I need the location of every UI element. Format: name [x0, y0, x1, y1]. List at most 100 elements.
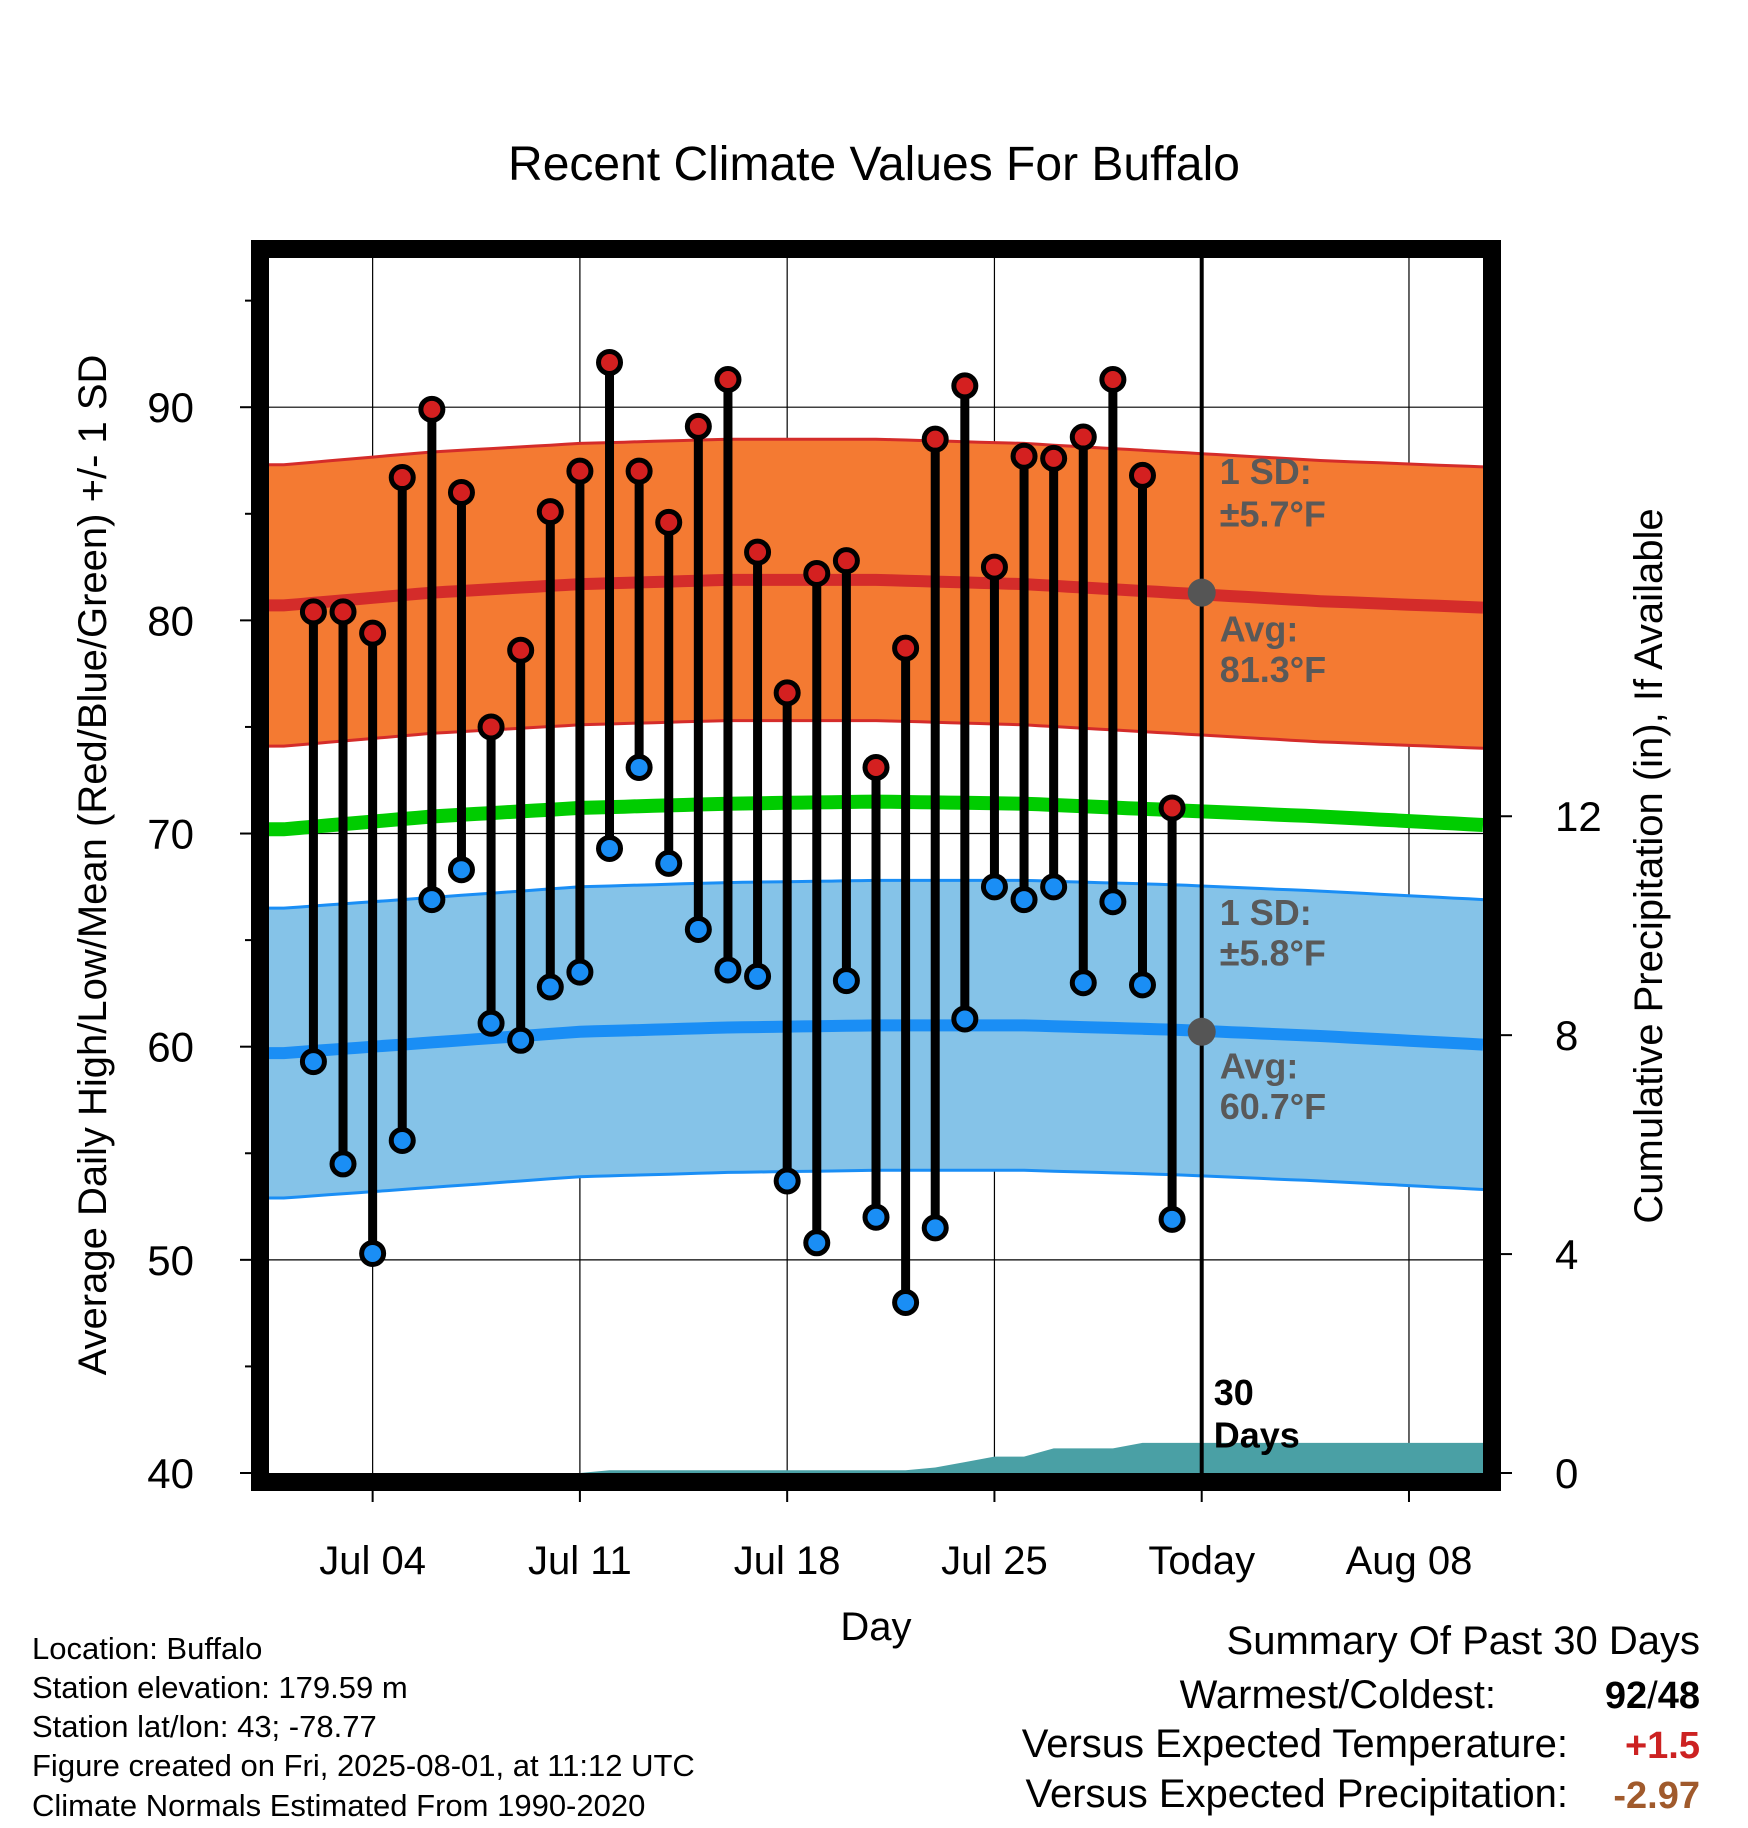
y2-axis-label: Cumulative Precipitation (in), If Availa…	[1627, 508, 1671, 1223]
info-location: Location: Buffalo	[32, 1631, 263, 1666]
high-point-day-18	[803, 559, 831, 587]
daily-dots	[299, 348, 1186, 1316]
summary-warmest-coldest: 92/48	[1605, 1675, 1700, 1718]
low-avg-label-line1: Avg:	[1220, 1046, 1299, 1087]
low-point-day-3	[359, 1239, 387, 1267]
high-point-day-26	[1040, 444, 1068, 472]
x-tick-label-10: Jul 11	[528, 1539, 632, 1583]
summary-coldest-value: 48	[1657, 1675, 1700, 1717]
x-axis-label: Day	[840, 1605, 911, 1649]
precip-cumulative-area	[283, 1442, 1483, 1473]
low-point-day-12	[625, 753, 653, 781]
high-band-upper-edge	[269, 437, 1484, 469]
high-point-day-6	[447, 478, 475, 506]
high-sd-label-line2: ±5.7°F	[1220, 494, 1326, 535]
chart-title: Recent Climate Values For Buffalo	[508, 138, 1240, 191]
high-normal-line	[269, 573, 1484, 614]
high-point-day-3	[359, 619, 387, 647]
high-point-day-25	[1010, 442, 1038, 470]
y-tick-label-70: 70	[147, 811, 194, 858]
low-point-day-29	[1128, 971, 1156, 999]
high-point-day-13	[655, 508, 683, 536]
high-point-day-2	[329, 598, 357, 626]
y-tick-label-80: 80	[147, 597, 194, 644]
low-point-day-9	[536, 973, 564, 1001]
low-point-day-2	[329, 1150, 357, 1178]
info-normals: Climate Normals Estimated From 1990-2020	[32, 1788, 646, 1823]
low-point-day-22	[921, 1214, 949, 1242]
info-created: Figure created on Fri, 2025-08-01, at 11…	[32, 1748, 695, 1783]
high-sd-label-line1: 1 SD:	[1220, 451, 1312, 492]
high-avg-marker	[1187, 578, 1216, 607]
low-point-day-13	[655, 849, 683, 877]
y-tick-label-50: 50	[147, 1237, 194, 1284]
high-point-day-10	[566, 457, 594, 485]
high-point-day-4	[388, 464, 416, 492]
low-point-day-5	[418, 886, 446, 914]
low-point-day-8	[507, 1026, 535, 1054]
low-point-day-24	[980, 873, 1008, 901]
y2-tick-label-4: 4	[1555, 1231, 1578, 1278]
y2-tick-label-0: 0	[1555, 1450, 1578, 1497]
high-band-lower-edge	[269, 719, 1484, 750]
y-axis-left: 40 50 60 70 80 90	[147, 299, 251, 1497]
low-point-day-15	[714, 956, 742, 984]
high-point-day-12	[625, 457, 653, 485]
high-sd-band	[269, 439, 1483, 749]
low-sd-label-line1: 1 SD:	[1220, 892, 1312, 933]
low-point-day-10	[566, 958, 594, 986]
summary-slash: /	[1647, 1675, 1658, 1717]
high-point-day-21	[892, 634, 920, 662]
low-point-day-25	[1010, 886, 1038, 914]
high-point-day-27	[1069, 423, 1097, 451]
summary-temp-value: +1.5	[1624, 1725, 1700, 1767]
plot-frame	[251, 240, 1501, 1491]
low-sd-label-line2: ±5.8°F	[1220, 933, 1326, 974]
summary-temp-label: Versus Expected Temperature:	[1021, 1722, 1568, 1766]
info-latlon: Station lat/lon: 43; -78.77	[32, 1709, 377, 1744]
low-point-day-7	[477, 1009, 505, 1037]
high-point-day-16	[744, 538, 772, 566]
y2-tick-label-8: 8	[1555, 1012, 1578, 1059]
daily-stems	[308, 362, 1177, 1303]
y-axis-right: 0 4 8 12	[1501, 793, 1602, 1497]
x-tick-label-31: Today	[1148, 1539, 1255, 1583]
x-axis: Jul 04 Jul 11 Jul 18 Jul 25 Today Aug 08	[319, 1491, 1472, 1583]
high-point-day-24	[980, 553, 1008, 581]
today-days-label-1: 30	[1214, 1372, 1254, 1413]
high-point-day-17	[773, 679, 801, 707]
high-point-day-14	[684, 412, 712, 440]
x-tick-label-3: Jul 04	[319, 1539, 426, 1583]
summary-precip-label: Versus Expected Precipitation:	[1025, 1772, 1568, 1816]
y-tick-label-40: 40	[147, 1450, 194, 1497]
info-elevation: Station elevation: 179.59 m	[32, 1670, 408, 1705]
x-tick-label-24: Jul 25	[941, 1539, 1048, 1583]
low-avg-label-line2: 60.7°F	[1220, 1086, 1326, 1127]
low-point-day-30	[1158, 1205, 1186, 1233]
today-days-label-2: Days	[1214, 1414, 1300, 1455]
low-point-day-16	[744, 962, 772, 990]
high-avg-label-line2: 81.3°F	[1220, 649, 1326, 690]
summary-warmest-label: Warmest/Coldest:	[1179, 1673, 1496, 1717]
high-point-day-5	[418, 395, 446, 423]
low-point-day-14	[684, 915, 712, 943]
low-point-day-23	[951, 1005, 979, 1033]
high-point-day-19	[832, 547, 860, 575]
high-point-day-8	[507, 636, 535, 664]
y-tick-label-90: 90	[147, 384, 194, 431]
low-point-day-4	[388, 1126, 416, 1154]
low-point-day-21	[892, 1288, 920, 1316]
low-point-day-18	[803, 1229, 831, 1257]
high-point-day-30	[1158, 794, 1186, 822]
high-avg-label-line1: Avg:	[1220, 609, 1299, 650]
y-tick-label-60: 60	[147, 1024, 194, 1071]
high-point-day-7	[477, 713, 505, 741]
high-point-day-29	[1128, 461, 1156, 489]
high-point-day-15	[714, 366, 742, 393]
high-point-day-20	[862, 753, 890, 781]
low-point-day-11	[596, 834, 624, 862]
low-point-day-19	[832, 967, 860, 995]
low-point-day-1	[299, 1048, 327, 1076]
